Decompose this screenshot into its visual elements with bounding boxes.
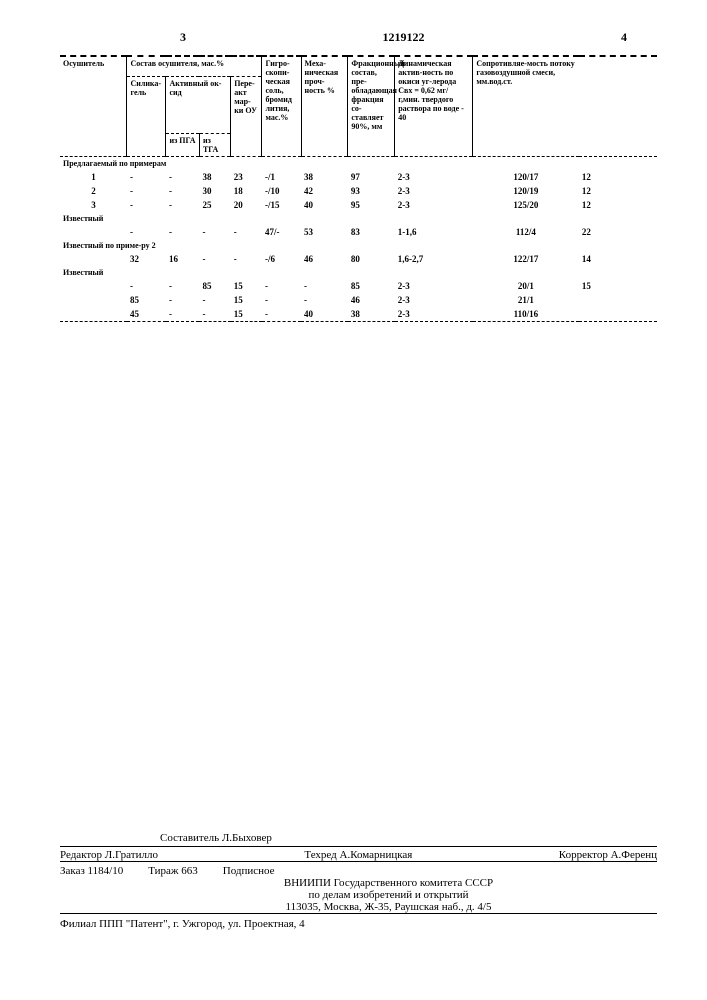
section-label: Предлагаемый по примерам [60, 156, 657, 170]
col-header: Меха-ническая проч-ность % [301, 56, 348, 133]
org-line2: по делам изобретений и открытий [60, 889, 657, 901]
corrector: Корректор А.Ференц [559, 849, 657, 861]
address2: Филиал ППП "Патент", г. Ужгород, ул. Про… [60, 913, 657, 930]
section-label: Известный [60, 266, 657, 279]
col-header: Силика-гель [127, 76, 166, 133]
col-group: Активный ок-сид [166, 76, 231, 133]
section-label: Известный по приме-ру 2 [60, 239, 657, 252]
col-header: Фракционный состав, пре-обладающая фракц… [348, 56, 395, 133]
col-header: из ПГА [166, 133, 199, 156]
col-group: Состав осушителя, мас.% [127, 56, 262, 76]
address1: 113035, Москва, Ж-35, Раушская наб., д. … [60, 901, 657, 913]
table-row: 85- -15 -- 462-3 21/1 [60, 293, 657, 307]
page-header: 3 1219122 4 [60, 30, 657, 45]
techred: Техред А.Комарницкая [304, 849, 412, 861]
subscription: Подписное [223, 865, 275, 877]
page-num-right: 4 [621, 30, 627, 45]
col-header: Пере-акт мар-ки ОУ [231, 76, 262, 133]
section-label: Известный [60, 212, 657, 225]
page-num-left: 3 [180, 30, 186, 45]
col-header: Гигро-скопи-ческая соль, бромид лития, м… [262, 56, 301, 133]
table-row: 45- -15 -40 382-3 110/16 [60, 307, 657, 322]
col-header: из ТГА [199, 133, 230, 156]
doc-number: 1219122 [383, 30, 425, 45]
compiler: Составитель Л.Быховер [60, 832, 657, 844]
org-line1: ВНИИПИ Государственного комитета СССР [60, 877, 657, 889]
table-row: 3 -- 2520 -/1540 952-3 125/2012 [60, 198, 657, 212]
col-header: Динамическая актив-ность по окиси уг-лер… [395, 56, 473, 133]
col-header: Осушитель [60, 56, 127, 133]
col-header: Сопротивляе-мость потоку газовоздушной с… [473, 56, 579, 133]
table-row: 3216 -- -/646 801,6-2,7 122/1714 [60, 252, 657, 266]
table-row: 2 -- 3018 -/1042 932-3 120/1912 [60, 184, 657, 198]
table-row: 1 -- 3823 -/138 972-3 120/1712 [60, 170, 657, 184]
data-table: Осушитель Состав осушителя, мас.% Гигро-… [60, 55, 657, 322]
footer-block: Составитель Л.Быховер Редактор Л.Гратилл… [60, 830, 657, 930]
table-row: -- 8515 -- 852-3 20/115 [60, 279, 657, 293]
editor: Редактор Л.Гратилло [60, 849, 158, 861]
tirage: Тираж 663 [148, 865, 198, 877]
order: Заказ 1184/10 [60, 865, 123, 877]
table-row: -- -- 47/-53 831-1,6 112/422 [60, 225, 657, 239]
